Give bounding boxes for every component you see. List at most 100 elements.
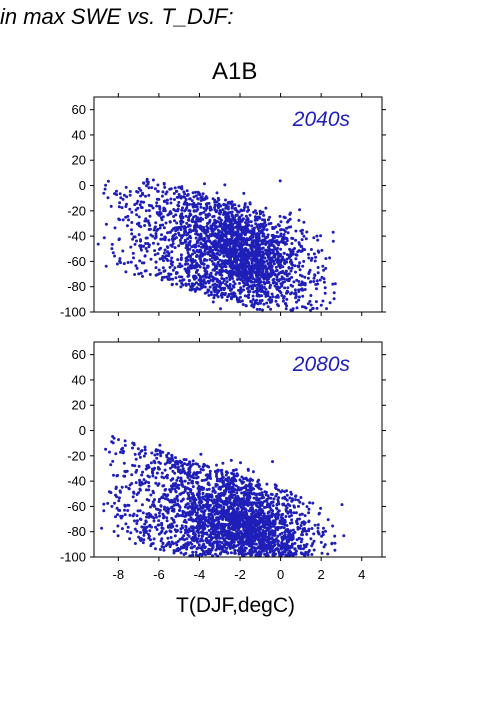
scatter-point (138, 478, 141, 482)
scatter-point (174, 490, 178, 494)
scatter-point (132, 256, 135, 260)
scatter-point (331, 239, 335, 243)
scatter-point (301, 247, 305, 251)
scatter-point (276, 250, 280, 254)
scatter-point (206, 481, 210, 485)
scatter-point (236, 270, 240, 274)
scatter-point (170, 244, 174, 248)
scatter-point (274, 486, 277, 490)
scatter-point (100, 526, 104, 530)
scatter-point (251, 470, 255, 474)
scatter-point (144, 209, 148, 213)
scatter-point (246, 217, 250, 220)
scatter-point (294, 294, 298, 298)
scatter-point (260, 274, 263, 278)
scatter-point (230, 512, 233, 516)
scatter-point (234, 266, 238, 270)
scatter-point (291, 263, 295, 267)
scatter-point (259, 487, 263, 491)
scatter-point (281, 235, 285, 239)
scatter-point (224, 206, 228, 210)
scatter-point (224, 241, 228, 245)
scatter-point (198, 507, 202, 511)
scatter-point (267, 298, 271, 302)
scatter-point (159, 212, 163, 216)
scatter-point (287, 266, 291, 270)
scatter-point (296, 250, 300, 254)
scatter-point (316, 526, 320, 530)
scatter-point (271, 249, 275, 253)
scatter-point (160, 233, 163, 237)
scatter-point (199, 196, 203, 199)
scatter-point (174, 236, 178, 240)
scatter-point (197, 244, 201, 248)
scatter-point (266, 305, 270, 309)
scatter-point (306, 302, 310, 306)
scatter-point (186, 541, 190, 545)
scatter-point (315, 287, 318, 291)
scatter-point (117, 499, 121, 503)
scatter-point (278, 278, 282, 282)
scatter-point (244, 304, 248, 308)
scatter-point (282, 295, 286, 299)
scatter-point (230, 541, 234, 545)
scatter-point (145, 236, 149, 240)
scatter-point (143, 522, 147, 526)
scatter-point (146, 532, 150, 536)
scatter-point (169, 484, 173, 488)
scatter-point (169, 457, 173, 461)
scatter-point (281, 265, 285, 269)
scatter-point (220, 231, 224, 235)
scatter-point (218, 264, 222, 268)
scatter-point (279, 234, 283, 238)
scatter-point (216, 518, 220, 522)
scatter-point (205, 258, 209, 262)
scatter-point (224, 198, 227, 202)
scatter-point (213, 219, 217, 223)
y-tick-label: 60 (72, 102, 86, 117)
scatter-point (332, 291, 336, 295)
scatter-point (196, 471, 200, 475)
scatter-point (141, 470, 145, 474)
scatter-point (266, 290, 270, 294)
scatter-point (193, 251, 197, 255)
scatter-point (151, 241, 155, 245)
period-label: 2040s (292, 108, 351, 131)
scatter-point (269, 262, 273, 266)
scatter-point (251, 294, 255, 298)
scatter-point (142, 528, 146, 532)
scatter-point (245, 274, 249, 278)
scatter-point (168, 230, 172, 234)
scatter-point (269, 307, 273, 311)
scatter-point (152, 459, 156, 463)
scatter-point (202, 478, 206, 482)
scatter-point (191, 266, 194, 270)
scatter-point (241, 251, 245, 255)
scatter-point (229, 487, 233, 491)
scatter-point (225, 276, 229, 280)
scatter-point (305, 230, 309, 234)
scatter-point (268, 275, 272, 279)
scatter-point (148, 214, 152, 218)
scatter-point (333, 541, 337, 545)
scatter-point (248, 270, 252, 274)
scatter-point (303, 275, 307, 279)
scatter-point (167, 254, 171, 258)
scatter-point (332, 297, 336, 301)
scatter-point (298, 268, 302, 272)
scatter-point (256, 551, 259, 555)
scatter-point (254, 279, 258, 283)
scatter-point (245, 237, 249, 241)
y-tick-label: -80 (67, 279, 86, 294)
scatter-point (158, 226, 162, 230)
scatter-point (228, 288, 232, 292)
scatter-point (247, 293, 251, 297)
scatter-point (306, 276, 310, 280)
scatter-point (303, 514, 307, 518)
scatter-point (217, 235, 221, 239)
scatter-point (165, 455, 169, 459)
scatter-point (116, 513, 120, 517)
scatter-point (226, 207, 230, 211)
scatter-point (233, 488, 237, 491)
